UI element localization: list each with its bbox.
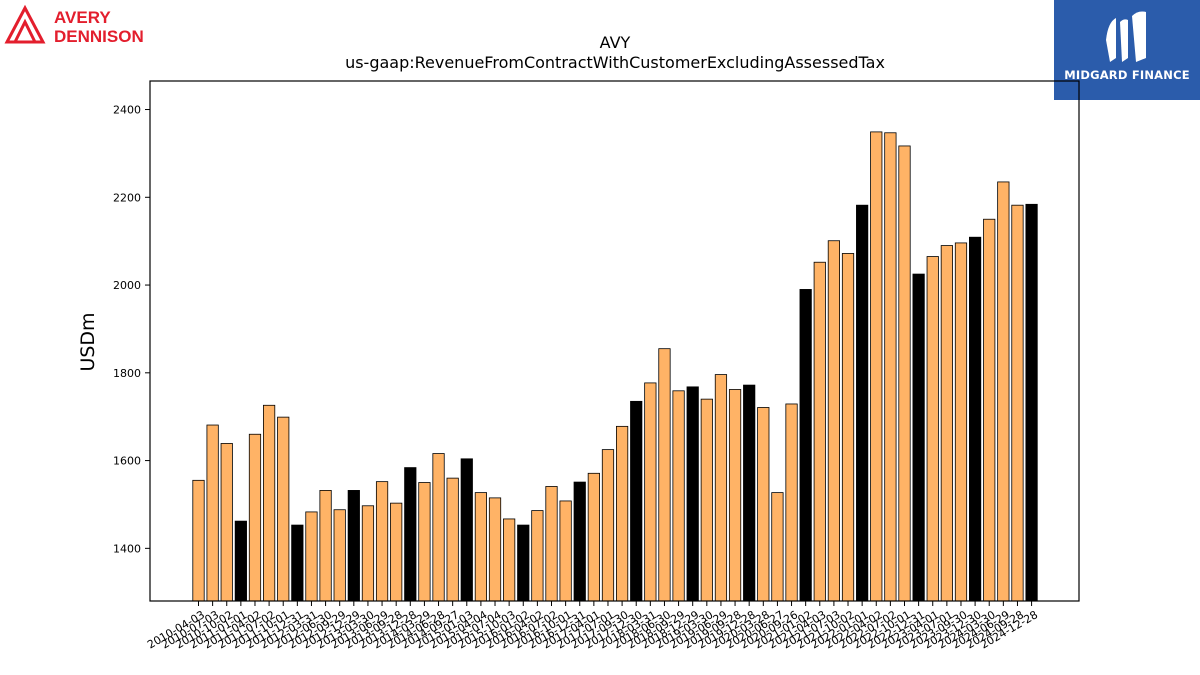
y-ticks-group: 1400 1600 1800 2000 2200 2400 (113, 104, 150, 555)
bar-2019-06-29 (714, 374, 728, 602)
chart-subtitle: us-gaap:RevenueFromContractWithCustomerE… (345, 53, 885, 72)
bar-2022-10-01 (898, 145, 911, 602)
y-tick-label: 1800 (113, 367, 141, 380)
bar-2010-10-02 (220, 443, 233, 602)
bar-2013-03-30 (361, 505, 375, 602)
bar-2017-12-30 (630, 400, 643, 602)
bar-2014-03-29 (418, 482, 431, 602)
bar-2024-09-28 (1011, 204, 1024, 602)
bar-2015-01-03 (460, 458, 473, 602)
y-tick-label: 1600 (113, 455, 141, 468)
bar-2016-10-01 (559, 500, 572, 602)
bar-2013-06-29 (375, 481, 389, 602)
bar-2012-12-29 (347, 490, 360, 602)
midgard-finance-logo: MIDGARD FINANCE (1054, 0, 1200, 100)
bar-2019-12-28 (743, 384, 756, 602)
bar-2011-01-01 (234, 520, 247, 602)
avery-dennison-logo-svg: AVERY DENNISON (4, 4, 144, 46)
y-axis-label: USDm (77, 312, 99, 371)
bar-2010-04-03 (192, 479, 205, 602)
bar-2016-07-02 (545, 486, 558, 602)
bar-2023-04-01 (926, 256, 939, 602)
bar-2022-12-31 (912, 273, 925, 602)
bar-2021-07-03 (827, 240, 841, 602)
y-tick-label: 2200 (113, 191, 141, 204)
bar-2015-10-03 (503, 518, 516, 602)
brand-left-line1: AVERY (54, 8, 111, 27)
midgard-m-icon (1106, 11, 1146, 62)
bar-2010-07-03 (206, 424, 219, 602)
bar-2022-07-02 (884, 132, 897, 602)
brand-left-line2: DENNISON (54, 27, 144, 46)
x-ticks-group: 2010-04-032010-07-032010-10-022011-01-01… (145, 601, 1040, 651)
bar-2011-04-02 (248, 433, 262, 602)
y-tick-label: 1400 (113, 542, 141, 555)
bar-2019-09-28 (728, 389, 742, 602)
bar-2020-03-28 (757, 407, 770, 602)
bar-2014-06-28 (432, 453, 445, 602)
bar-2017-04-01 (587, 472, 600, 602)
bar-2021-01-02 (799, 289, 812, 602)
bar-2011-10-01 (277, 416, 290, 602)
bar-2013-12-28 (404, 467, 417, 602)
avery-dennison-logo: AVERY DENNISON (4, 4, 164, 46)
bar-2015-07-04 (488, 497, 502, 602)
bar-2018-03-31 (644, 382, 657, 602)
bar-2024-06-29 (997, 181, 1010, 602)
brand-right-text: MIDGARD FINANCE (1064, 68, 1190, 82)
bar-2018-09-29 (672, 390, 685, 602)
bar-2023-07-01 (940, 245, 953, 602)
bar-2016-01-02 (517, 524, 530, 602)
bar-2023-12-30 (969, 236, 982, 602)
bar-2018-06-30 (658, 348, 671, 602)
bar-2019-03-30 (700, 398, 713, 602)
bar-2021-04-03 (813, 261, 826, 602)
bar-2011-12-31 (291, 524, 304, 602)
bar-2012-06-30 (319, 490, 332, 602)
bar-2011-07-02 (262, 404, 276, 602)
plot-frame (149, 80, 1080, 602)
bar-2020-09-26 (785, 403, 798, 602)
bar-2023-09-30 (954, 242, 968, 602)
y-tick-label: 2400 (113, 104, 141, 117)
avery-triangle-icon (4, 4, 46, 44)
bar-2016-04-02 (531, 510, 544, 602)
bars-group (192, 131, 1038, 602)
y-tick-label: 2000 (113, 279, 141, 292)
bar-2015-04-04 (474, 492, 488, 602)
bar-2014-09-27 (446, 477, 459, 602)
bar-2012-09-29 (333, 509, 346, 602)
bar-2022-04-02 (870, 131, 883, 602)
bar-2018-12-29 (686, 386, 699, 602)
bar-2024-12-28 (1025, 203, 1038, 602)
bar-2013-09-28 (390, 502, 403, 602)
bar-2024-03-30 (983, 218, 996, 602)
bar-2012-03-31 (305, 511, 318, 602)
bar-2022-01-01 (856, 204, 869, 602)
bar-2016-12-31 (573, 481, 586, 602)
bar-2017-07-01 (601, 449, 615, 602)
bar-2021-10-02 (841, 253, 855, 602)
bar-2020-06-27 (771, 492, 784, 602)
chart-title: AVY (600, 33, 631, 52)
bar-2017-09-30 (616, 425, 629, 602)
